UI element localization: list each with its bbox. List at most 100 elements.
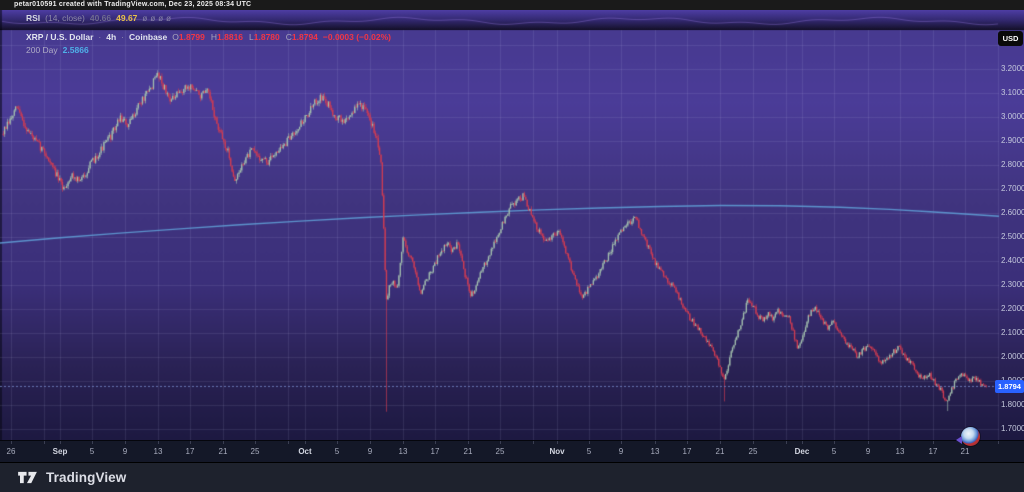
ma-indicator-title: 200 Day <box>26 45 58 55</box>
time-axis-notch <box>223 441 224 444</box>
time-axis-day-label: 17 <box>682 447 692 456</box>
time-axis-notch <box>557 441 558 444</box>
time-axis-notch <box>190 441 191 444</box>
rsi-legend[interactable]: RSI (14, close) 40.66 49.67 ø ø ø ø <box>26 13 171 24</box>
price-axis-label: 3.0000 <box>1001 112 1024 121</box>
price-axis-label: 2.1000 <box>1001 328 1024 337</box>
open-label: O <box>172 32 179 42</box>
time-axis-day-label: 21 <box>218 447 228 456</box>
time-axis-notch <box>687 441 688 444</box>
symbol-title[interactable]: XRP / U.S. Dollar <box>26 32 94 42</box>
time-axis-day-label: 9 <box>865 447 871 456</box>
currency-toggle-button[interactable]: USD <box>998 31 1023 46</box>
symbol-exchange: Coinbase <box>129 32 168 42</box>
time-axis-notch <box>11 441 12 444</box>
time-axis-notch <box>44 441 45 444</box>
price-axis-label: 2.5000 <box>1001 232 1024 241</box>
time-axis-notch <box>435 441 436 444</box>
open-value: 1.8799 <box>178 32 205 42</box>
last-price-label: 1.8794 <box>995 380 1024 393</box>
time-axis[interactable]: 26 Sep 5 9 13 17 21 25 Oct 5 9 13 17 21 25 Nov 5 9 13 17 21 2… <box>0 440 1024 462</box>
time-axis-notch <box>125 441 126 444</box>
time-axis-notch <box>998 441 999 444</box>
rsi-action-icons[interactable]: ø ø ø ø <box>142 13 171 24</box>
time-axis-day-label: 5 <box>334 447 340 456</box>
time-axis-day-label: 25 <box>495 447 505 456</box>
time-axis-notch <box>834 441 835 444</box>
attribution-bar: petar010591 created with TradingView.com… <box>0 0 1024 10</box>
time-axis-notch <box>60 441 61 444</box>
sticker-emoji-icon[interactable] <box>956 427 980 446</box>
price-axis-label: 2.3000 <box>1001 280 1024 289</box>
time-axis-notch <box>589 441 590 444</box>
low-value: 1.8780 <box>253 32 280 42</box>
time-axis-notch <box>868 441 869 444</box>
time-axis-day-label: 17 <box>185 447 195 456</box>
ma-legend[interactable]: 200 Day 2.5866 <box>26 45 89 56</box>
time-axis-notch <box>337 441 338 444</box>
time-axis-notch <box>753 441 754 444</box>
price-chart-canvas[interactable] <box>0 10 1024 440</box>
time-axis-day-label: 13 <box>650 447 660 456</box>
price-axis-label: 2.4000 <box>1001 256 1024 265</box>
time-axis-notch <box>720 441 721 444</box>
time-axis-day-label: 9 <box>122 447 128 456</box>
legend-separator-dot: · <box>98 32 102 42</box>
high-label: H <box>210 32 218 42</box>
time-axis-notch <box>900 441 901 444</box>
time-axis-day-label: 26 <box>6 447 16 456</box>
low-label: L <box>249 32 254 42</box>
time-axis-day-label: 17 <box>928 447 938 456</box>
time-axis-notch <box>786 441 787 444</box>
high-value: 1.8816 <box>217 32 244 42</box>
time-axis-month-label: Nov <box>549 447 565 456</box>
rsi-action-icon-3[interactable]: ø <box>158 14 164 23</box>
symbol-legend[interactable]: XRP / U.S. Dollar · 4h · Coinbase O1.879… <box>26 32 391 43</box>
time-axis-day-label: 25 <box>748 447 758 456</box>
ma-indicator-value: 2.5866 <box>62 45 89 55</box>
time-axis-day-label: 13 <box>153 447 163 456</box>
time-axis-notch <box>621 441 622 444</box>
rsi-action-icon-4[interactable]: ø <box>166 14 171 23</box>
time-axis-notch <box>468 441 469 444</box>
time-axis-day-label: 9 <box>367 447 373 456</box>
tradingview-brand[interactable]: TradingView <box>46 470 127 485</box>
price-change: −0.0003 (−0.02%) <box>322 32 391 42</box>
price-axis-label: 2.6000 <box>1001 208 1024 217</box>
tradingview-logo-icon[interactable] <box>17 470 38 485</box>
price-axis-label: 2.9000 <box>1001 136 1024 145</box>
time-axis-day-label: 21 <box>715 447 725 456</box>
rsi-previous-value: 40.66 <box>89 13 112 23</box>
time-axis-notch <box>305 441 306 444</box>
price-axis-label: 3.1000 <box>1001 88 1024 97</box>
rsi-indicator-title: RSI <box>26 13 41 23</box>
time-axis-day-label: 25 <box>250 447 260 456</box>
ohlc-values: O1.8799 H1.8816 L1.8780 C1.8794 <box>172 32 318 43</box>
time-axis-day-label: 21 <box>960 447 970 456</box>
time-axis-day-label: 21 <box>463 447 473 456</box>
close-label: C <box>285 32 292 42</box>
time-axis-month-label: Oct <box>298 447 312 456</box>
time-axis-month-label: Dec <box>794 447 810 456</box>
time-axis-day-label: 9 <box>618 447 624 456</box>
price-axis-label: 1.8000 <box>1001 400 1024 409</box>
price-axis-label: 2.7000 <box>1001 184 1024 193</box>
price-axis-label: 3.2000 <box>1001 64 1024 73</box>
time-axis-notch <box>288 441 289 444</box>
time-axis-notch <box>655 441 656 444</box>
time-axis-day-label: 13 <box>895 447 905 456</box>
chart-region: RSI (14, close) 40.66 49.67 ø ø ø ø XRP … <box>0 10 1024 446</box>
rsi-action-icon-1[interactable]: ø <box>142 14 148 23</box>
price-axis-label: 2.2000 <box>1001 304 1024 313</box>
time-axis-notch <box>802 441 803 444</box>
symbol-interval[interactable]: 4h <box>106 32 117 42</box>
time-axis-notch <box>403 441 404 444</box>
time-axis-notch <box>92 441 93 444</box>
time-axis-notch <box>533 441 534 444</box>
rsi-action-icon-2[interactable]: ø <box>150 14 156 23</box>
time-axis-day-label: 5 <box>89 447 95 456</box>
time-axis-day-label: 5 <box>586 447 592 456</box>
time-axis-notch <box>370 441 371 444</box>
close-value: 1.8794 <box>291 32 318 42</box>
price-axis-label: 2.0000 <box>1001 352 1024 361</box>
